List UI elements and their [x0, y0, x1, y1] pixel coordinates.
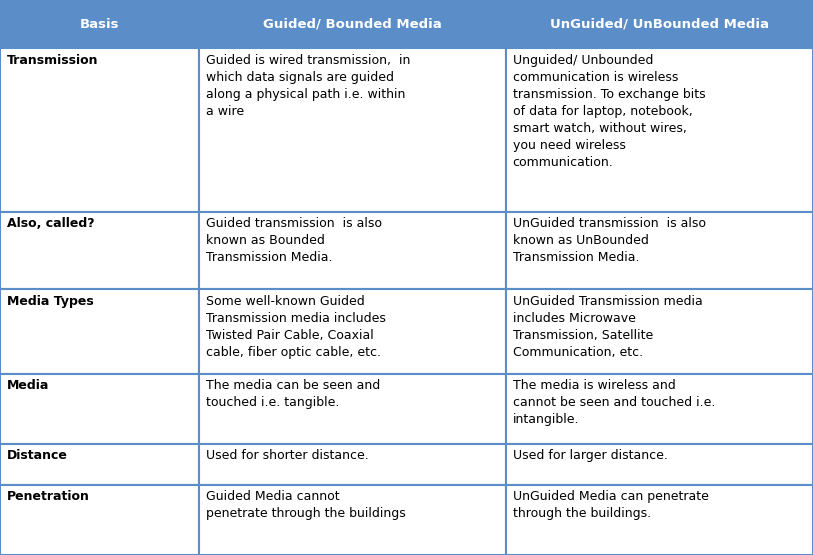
Bar	[506, 0, 813, 48]
Bar	[199, 374, 506, 444]
Bar	[0, 48, 199, 211]
Text: Used for shorter distance.: Used for shorter distance.	[206, 450, 368, 462]
Bar	[199, 211, 506, 289]
Bar	[0, 444, 199, 485]
Bar	[506, 48, 813, 211]
Text: Unguided/ Unbounded
communication is wireless
transmission. To exchange bits
of : Unguided/ Unbounded communication is wir…	[513, 54, 705, 169]
Text: UnGuided/ UnBounded Media: UnGuided/ UnBounded Media	[550, 18, 769, 31]
Text: Distance: Distance	[7, 450, 67, 462]
Bar	[199, 48, 506, 211]
Text: Basis: Basis	[80, 18, 120, 31]
Bar	[0, 485, 199, 555]
Bar	[0, 374, 199, 444]
Bar	[199, 444, 506, 485]
Text: The media is wireless and
cannot be seen and touched i.e.
intangible.: The media is wireless and cannot be seen…	[513, 379, 715, 426]
Bar	[506, 444, 813, 485]
Bar	[0, 289, 199, 374]
Bar	[0, 0, 199, 48]
Text: Guided/ Bounded Media: Guided/ Bounded Media	[263, 18, 442, 31]
Bar	[199, 0, 506, 48]
Text: UnGuided Transmission media
includes Microwave
Transmission, Satellite
Communica: UnGuided Transmission media includes Mic…	[513, 295, 702, 359]
Bar	[199, 485, 506, 555]
Text: UnGuided transmission  is also
known as UnBounded
Transmission Media.: UnGuided transmission is also known as U…	[513, 217, 706, 264]
Bar	[0, 211, 199, 289]
Text: Also, called?: Also, called?	[7, 217, 94, 230]
Text: Media Types: Media Types	[7, 295, 93, 307]
Text: UnGuided Media can penetrate
through the buildings.: UnGuided Media can penetrate through the…	[513, 490, 708, 520]
Text: Transmission: Transmission	[7, 54, 98, 67]
Bar	[506, 485, 813, 555]
Text: Media: Media	[7, 379, 49, 392]
Text: The media can be seen and
touched i.e. tangible.: The media can be seen and touched i.e. t…	[206, 379, 380, 409]
Bar	[506, 211, 813, 289]
Text: Guided transmission  is also
known as Bounded
Transmission Media.: Guided transmission is also known as Bou…	[206, 217, 381, 264]
Bar	[506, 374, 813, 444]
Bar	[506, 289, 813, 374]
Text: Guided is wired transmission,  in
which data signals are guided
along a physical: Guided is wired transmission, in which d…	[206, 54, 410, 118]
Text: Used for larger distance.: Used for larger distance.	[513, 450, 667, 462]
Text: Penetration: Penetration	[7, 490, 89, 503]
Bar	[199, 289, 506, 374]
Text: Some well-known Guided
Transmission media includes
Twisted Pair Cable, Coaxial
c: Some well-known Guided Transmission medi…	[206, 295, 385, 359]
Text: Guided Media cannot
penetrate through the buildings: Guided Media cannot penetrate through th…	[206, 490, 406, 520]
